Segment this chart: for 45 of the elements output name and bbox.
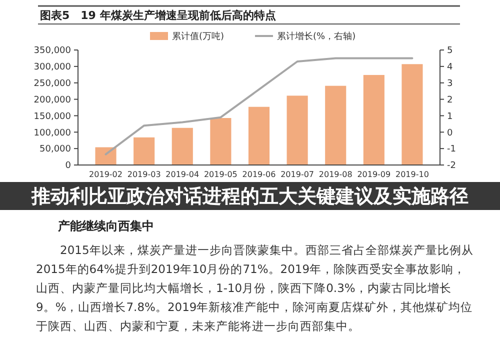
bar (172, 128, 193, 165)
y2-tick-label: 2 (447, 95, 453, 106)
x-tick-label: 2019-07 (280, 170, 314, 179)
y-tick-label: 200,000 (34, 95, 72, 106)
bar (134, 137, 155, 165)
y-tick-label: 50,000 (40, 144, 72, 155)
y2-tick-label: 3 (447, 79, 453, 90)
bar (95, 147, 116, 165)
x-tick-label: 2019-03 (127, 170, 161, 179)
y-tick-label: 0 (65, 161, 72, 172)
bar (248, 106, 270, 165)
y-tick-label: 250,000 (34, 79, 72, 90)
y-tick-label: 350,000 (34, 46, 72, 56)
chart-title: 图表5 19 年煤炭生产增速呈现前低后高的特点 (40, 9, 276, 22)
x-tick-label: 2019-08 (318, 170, 352, 179)
y-tick-label: 150,000 (34, 112, 72, 122)
x-tick-label: 2019-05 (204, 170, 238, 179)
text: 推动利比亚政治对话进程的五大关键建议及实施路径 (30, 186, 468, 208)
line-series (104, 57, 414, 156)
x-tick-label: 2019-04 (166, 170, 200, 179)
text: 山西、内蒙产量同比均大幅增长，1-10月份，陕西下降0.3%，内蒙古同比增长 (36, 281, 452, 295)
bar (325, 86, 346, 165)
y2-tick-label: 1 (447, 112, 453, 122)
y-tick-label: 100,000 (34, 128, 72, 138)
bar (286, 96, 308, 165)
text: 2015年以来，煤炭产量进一步向晋陕蒙集中。西部三省占全部煤炭产量比例从 (60, 243, 474, 257)
y-tick-label: 300,000 (34, 62, 72, 73)
bar (402, 64, 423, 165)
legend-label: 累计值(万吨) (172, 31, 224, 42)
legend-label: 累计增长(%，右轴) (277, 31, 356, 42)
y2-tick-label: 5 (447, 46, 453, 56)
text: 9。%，山西增长7.8%。2019年新核准产能中，除河南夏店煤矿外，其他煤矿均位 (36, 300, 473, 314)
x-tick-label: 2019-09 (357, 170, 391, 179)
bar (210, 118, 232, 165)
y2-tick-label: -1 (447, 144, 456, 155)
y2-tick-label: -2 (447, 161, 456, 172)
text: 产能继续向西集中 (57, 219, 154, 233)
x-tick-label: 2019-02 (89, 170, 122, 179)
y2-tick-label: 4 (447, 62, 453, 73)
y2-tick-label: 0 (447, 128, 453, 138)
text: 2015年的64%提升到2019年10月份的71%。2019年，除陕西受安全事故影响， (36, 262, 466, 276)
text: 于陕西、山西、内蒙和宁夏，未来产能将进一步向西部集中。 (36, 319, 360, 333)
x-tick-label: 2019-10 (396, 170, 429, 179)
bar (363, 74, 384, 165)
x-tick-label: 2019-06 (242, 170, 276, 179)
